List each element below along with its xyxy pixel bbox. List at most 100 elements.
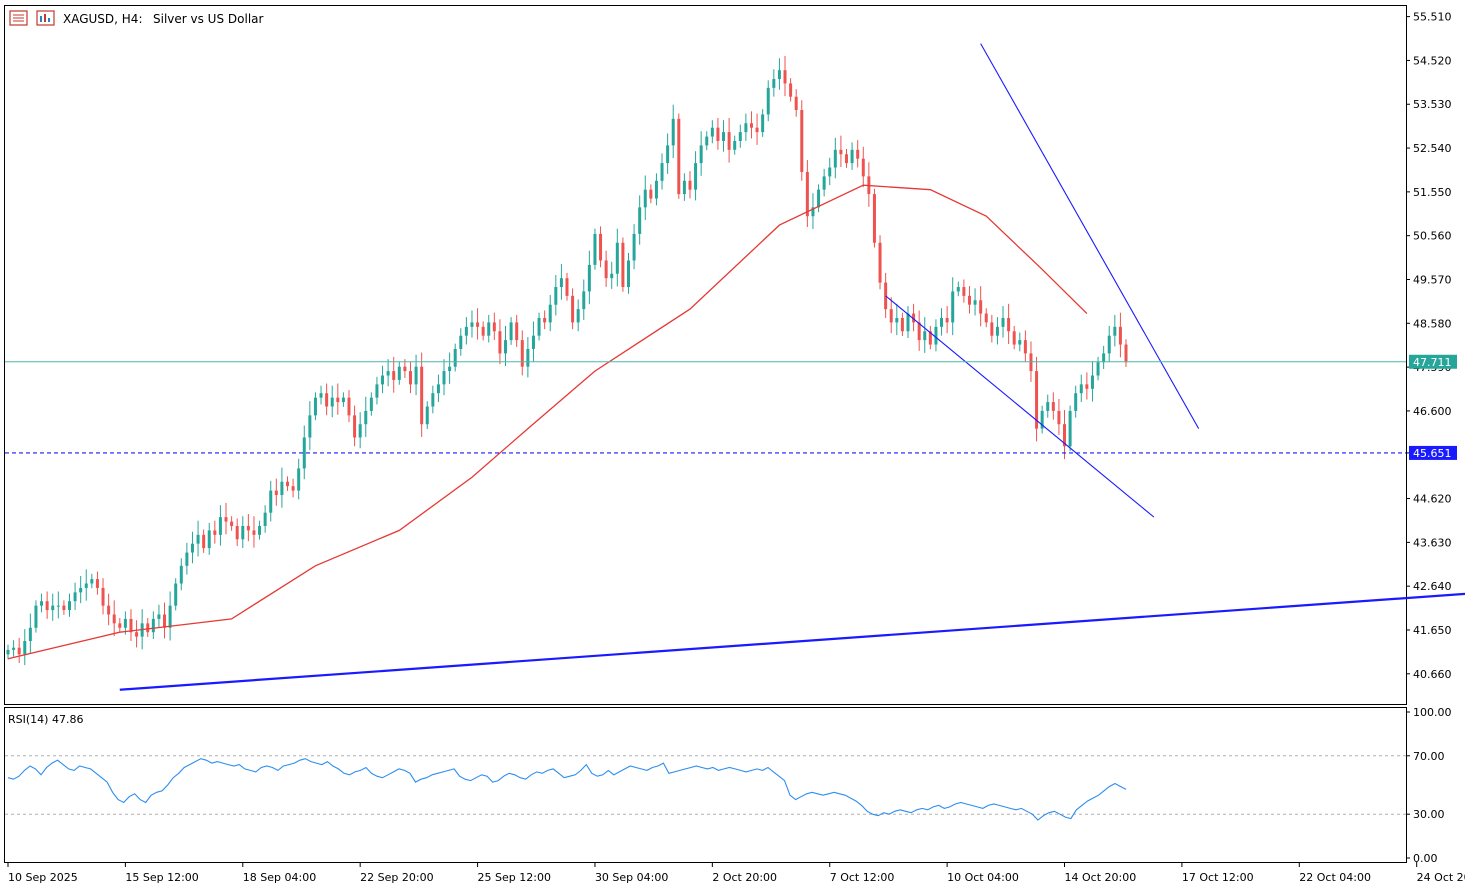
candle-body (872, 194, 876, 243)
candle-body (313, 397, 317, 416)
candle-body (196, 534, 200, 544)
time-tick-label: 7 Oct 12:00 (830, 871, 895, 884)
candle-body (118, 623, 122, 628)
candle-body (604, 260, 608, 279)
current-price-badge (1409, 354, 1457, 369)
candle-body (805, 171, 809, 217)
candle-body (190, 543, 194, 553)
candle-body (928, 331, 932, 345)
candle-body (202, 534, 206, 549)
candle-body (403, 366, 407, 372)
candle-body (319, 393, 323, 398)
candle-body (90, 579, 94, 584)
candle-body (587, 264, 591, 292)
candle-body (749, 123, 753, 128)
candle-body (576, 309, 580, 323)
candle-body (1007, 317, 1011, 332)
candle-body (817, 189, 821, 208)
time-tick-label: 17 Oct 12:00 (1182, 871, 1254, 884)
candle-body (414, 366, 418, 385)
candle-body (151, 618, 155, 633)
candle-body (34, 605, 38, 628)
candle-body (660, 163, 664, 181)
candle-body (1118, 326, 1122, 345)
candle-body (515, 322, 519, 341)
candle-body (766, 87, 770, 115)
price-tick-label: 49.570 (1413, 273, 1452, 286)
candle-body (956, 287, 960, 292)
candle-body (56, 605, 60, 607)
candle-body (1023, 340, 1027, 354)
candle-body (207, 530, 211, 549)
candle-body (1001, 317, 1005, 327)
long-term-trendline (119, 592, 1465, 691)
candle-body (1063, 424, 1067, 447)
candle-body (84, 583, 88, 588)
rsi-axis: 100.00 70.00 30.00 0.00 (1406, 706, 1452, 865)
candle-body (1085, 384, 1089, 389)
candle-body (213, 530, 217, 535)
candle-body (17, 647, 21, 655)
candle-body (280, 481, 284, 496)
candle-body (12, 647, 16, 650)
main-chart-frame (4, 5, 1407, 705)
candle-body (1107, 335, 1111, 354)
candle-body (252, 530, 256, 535)
candle-body (381, 375, 385, 385)
channel-trendline (980, 43, 1200, 429)
candle-body (621, 242, 625, 288)
candle-body (912, 313, 916, 323)
candle-body (923, 331, 927, 341)
candle-body (772, 79, 776, 88)
candle-body (45, 601, 49, 611)
candle-body (392, 371, 396, 380)
candle-body (308, 415, 312, 438)
symbol-label: XAGUSD, H4: (63, 12, 143, 26)
candle-body (174, 583, 178, 606)
candle-body (962, 287, 966, 296)
candle-body (967, 295, 971, 305)
candle-body (453, 348, 457, 367)
candle-body (230, 521, 234, 526)
candle-body (112, 614, 116, 624)
candle-body (73, 592, 77, 602)
candle-body (347, 397, 351, 416)
candle-body (286, 481, 289, 487)
candle-body (783, 70, 787, 84)
candle-body (40, 601, 44, 606)
candle-body (1057, 410, 1061, 425)
price-tick-label: 55.510 (1413, 11, 1452, 24)
candle-body (470, 322, 474, 327)
price-tick-label: 44.620 (1413, 493, 1452, 506)
candle-body (168, 605, 172, 628)
candle-body (123, 618, 127, 628)
price-tick-label: 48.580 (1413, 317, 1452, 330)
candle-body (900, 317, 904, 332)
candle-body (330, 397, 334, 407)
candle-body (163, 614, 167, 628)
candle-body (694, 163, 698, 190)
candle-body (1012, 331, 1016, 345)
candle-body (906, 313, 910, 332)
candlestick-series (6, 56, 1128, 666)
candle-body (297, 468, 301, 491)
candle-body (1096, 362, 1100, 376)
candle-body (593, 233, 597, 265)
candle-body (1090, 375, 1094, 389)
candle-body (51, 605, 55, 611)
candle-body (1102, 353, 1106, 363)
candle-body (420, 366, 424, 425)
candle-body (666, 145, 670, 164)
candle-body (442, 371, 446, 385)
price-tick-label: 52.540 (1413, 142, 1452, 155)
price-tick-label: 40.660 (1413, 668, 1452, 681)
support-level-label: 45.651 (1413, 447, 1452, 460)
time-tick-label: 22 Oct 04:00 (1299, 871, 1371, 884)
chart-header: XAGUSD, H4: Silver vs US Dollar (9, 10, 264, 26)
time-tick-label: 18 Sep 04:00 (243, 871, 316, 884)
price-axis: 55.510 54.520 53.530 52.540 51.550 50.560 49.5… (1406, 11, 1452, 681)
candle-body (722, 132, 726, 141)
price-tick-label: 46.600 (1413, 405, 1452, 418)
time-tick-label: 24 Oct 20:00 (1417, 871, 1465, 884)
candle-body (157, 614, 161, 619)
